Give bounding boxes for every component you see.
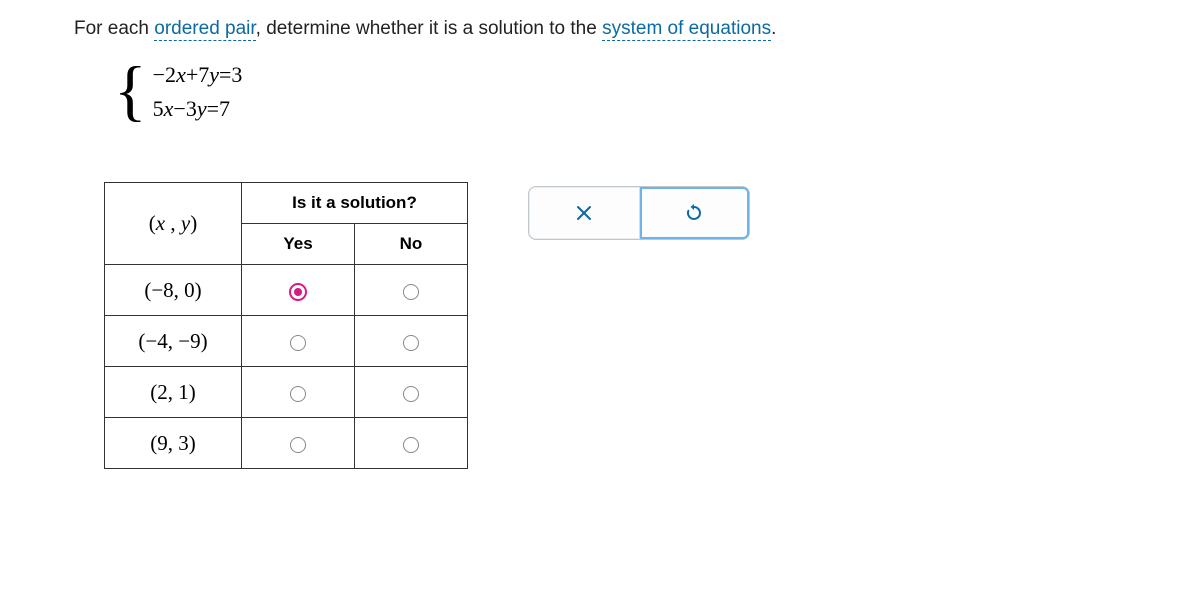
header-pair: (x , y) [149,211,197,235]
table-row: (−4, −9) [105,316,468,367]
reset-icon [684,203,704,223]
table-row: (9, 3) [105,418,468,469]
equation-2: 5x−3y=7 [153,96,230,121]
table-row: (−8, 0) [105,265,468,316]
equation-system: { −2x+7y=3 5x−3y=7 [114,58,1126,126]
radio-yes[interactable] [290,386,306,402]
answer-toolbox [528,186,750,240]
solution-table: (x , y) Is it a solution? Yes No (−8, 0)… [104,182,468,469]
close-icon [575,204,593,222]
radio-yes[interactable] [289,283,307,301]
question-prompt: For each ordered pair, determine whether… [74,18,1126,40]
term-ordered-pair[interactable]: ordered pair [154,18,255,41]
prompt-suffix: . [771,18,776,39]
header-no: No [355,224,468,265]
header-yes: Yes [242,224,355,265]
pair-cell: (−4, −9) [105,316,242,367]
header-question: Is it a solution? [242,183,468,224]
radio-yes[interactable] [290,437,306,453]
radio-yes[interactable] [290,335,306,351]
radio-no[interactable] [403,335,419,351]
brace-icon: { [114,60,147,120]
prompt-prefix: For each [74,18,154,39]
term-system-of-equations[interactable]: system of equations [602,18,771,41]
radio-no[interactable] [403,284,419,300]
pair-cell: (−8, 0) [105,265,242,316]
radio-no[interactable] [403,386,419,402]
table-row: (2, 1) [105,367,468,418]
equation-1: −2x+7y=3 [153,62,243,87]
prompt-mid: , determine whether it is a solution to … [256,18,602,39]
radio-no[interactable] [403,437,419,453]
pair-cell: (9, 3) [105,418,242,469]
reset-button[interactable] [640,187,750,239]
pair-cell: (2, 1) [105,367,242,418]
clear-button[interactable] [529,187,640,239]
